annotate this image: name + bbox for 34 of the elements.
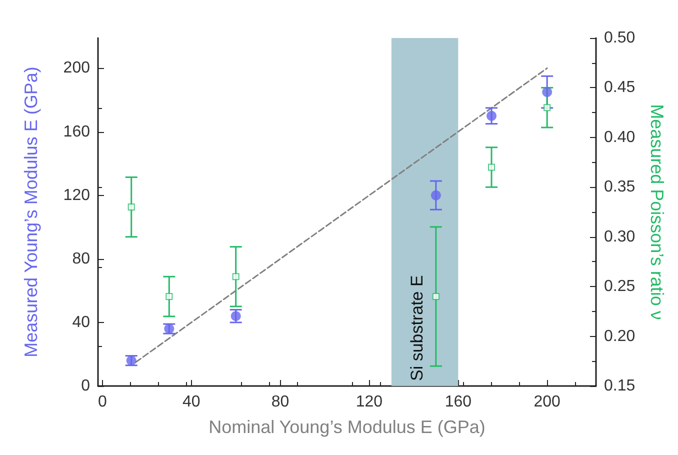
y2-tick-label: 0.30 (604, 228, 636, 246)
x-axis-title: Nominal Young’s Modulus E (GPa) (208, 417, 486, 437)
point (166, 293, 173, 300)
point (430, 190, 441, 200)
y2-tick-label: 0.25 (604, 278, 636, 296)
point (542, 87, 552, 98)
y-tick-label: 160 (63, 123, 90, 140)
point (544, 104, 551, 112)
point (486, 110, 497, 121)
point (232, 273, 240, 280)
point (230, 311, 241, 322)
y-tick-label: 0 (81, 378, 90, 394)
y2-tick-label: 0.40 (604, 128, 636, 146)
y2-tick-label: 0.20 (604, 328, 636, 345)
y2-axis-title: Measured Poisson’s ratio ν (647, 104, 667, 320)
x-tick-label: 0 (98, 394, 107, 410)
point (488, 164, 496, 171)
band-label: Si substrate E (407, 275, 426, 381)
y2-tick-label: 0.45 (604, 79, 636, 96)
x-tick-label: 120 (356, 394, 383, 410)
y2-tick-label: 0.50 (604, 30, 636, 46)
point (128, 204, 135, 211)
x-tick-label: 200 (534, 394, 561, 410)
y-tick-label: 40 (72, 314, 90, 331)
x-tick-label: 40 (182, 394, 200, 410)
y-tick-label: 200 (63, 60, 90, 77)
y-tick-label: 80 (72, 250, 90, 268)
point (432, 293, 440, 300)
y2-tick-label: 0.15 (604, 378, 636, 394)
x-tick-label: 160 (444, 394, 472, 410)
y2-tick-label: 0.35 (604, 178, 636, 196)
y-tick-label: 120 (63, 186, 90, 204)
x-tick-label: 80 (271, 394, 290, 410)
y-axis-title: Measured Young’s Modulus E (GPa) (21, 66, 41, 358)
